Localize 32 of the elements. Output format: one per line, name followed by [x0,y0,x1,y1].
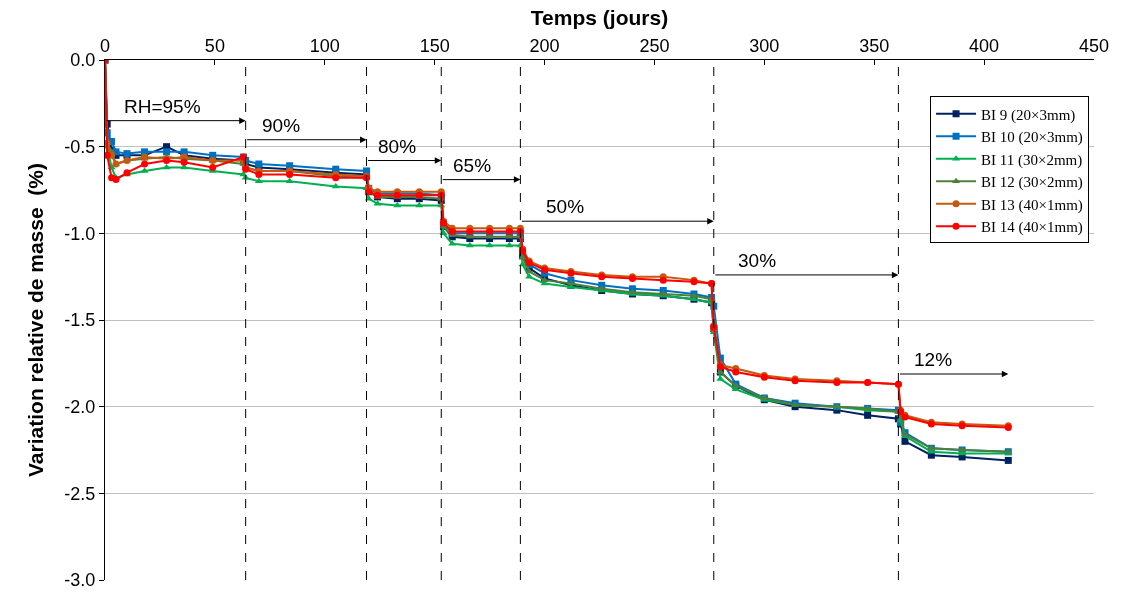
y-tick-label: -1.0 [64,223,96,244]
x-tick-label: 0 [99,35,111,56]
annotation: 80% [378,136,417,157]
legend-label: BI 10 (20×3mm) [981,129,1083,146]
y-tick-label: 0.0 [70,50,96,71]
x-axis-title: Temps (jours) [530,5,669,29]
y-tick-label: -0.5 [64,136,96,157]
x-tick-label: 450 [1078,35,1110,56]
x-tick-label: 100 [309,35,340,56]
x-tick-label: 300 [749,35,780,56]
annotation: RH=95% [124,96,201,117]
annotation: 65% [453,155,492,176]
x-tick-label: 200 [529,35,560,56]
x-tick-label: 250 [639,35,670,56]
annotation: 50% [546,196,585,217]
legend-label: BI 14 (40×1mm) [981,219,1083,236]
y-tick-label: -1.5 [64,310,96,331]
annotation: 90% [262,115,301,136]
y-axis-title: Variation relative de masse (%) [23,163,47,477]
legend-label: BI 13 (40×1mm) [981,196,1083,214]
y-tick-label: -2.0 [64,396,96,417]
x-tick-label: 350 [859,35,890,56]
annotation: 30% [738,250,777,271]
legend-label: BI 9 (20×3mm) [981,106,1076,124]
y-tick-label: -2.5 [64,483,96,504]
annotation: 12% [914,349,953,370]
legend-label: BI 11 (30×2mm) [981,151,1083,169]
x-tick-label: 50 [204,35,225,56]
x-tick-label: 400 [969,35,1000,56]
x-tick-label: 150 [419,35,450,56]
y-tick-label: -3.0 [64,570,96,591]
legend-label: BI 12 (30×2mm) [981,174,1083,191]
